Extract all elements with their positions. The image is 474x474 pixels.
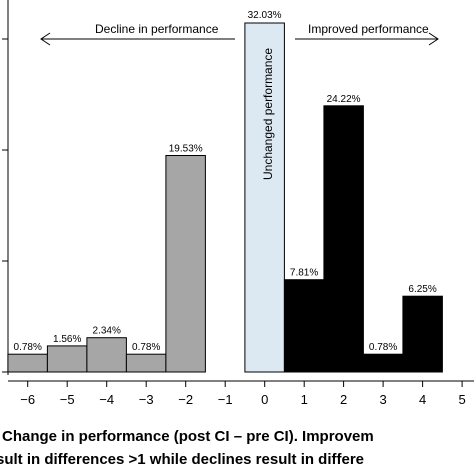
bar-value-label: 0.78% <box>369 342 397 353</box>
improved-arrow <box>295 32 439 46</box>
bar-value-label: 7.81% <box>290 268 318 279</box>
bar-value-label: 24.22% <box>327 94 361 105</box>
x-tick-label: 0 <box>261 392 268 407</box>
x-tick-label: 3 <box>379 392 386 407</box>
bar-value-label: 6.25% <box>408 284 436 295</box>
bar-value-label: 19.53% <box>169 144 203 155</box>
x-ticks-group: −6 −5 −4 −3 −2 −1 0 1 2 3 4 5 <box>20 381 466 407</box>
bar-value-label: 1.56% <box>53 334 81 345</box>
x-axis-title-line-2: sult in differences >1 while declines re… <box>0 451 364 468</box>
bar-labels-group: 0.78% 1.56% 2.34% 0.78% 19.53% 32.03% 7.81% 24.… <box>14 10 437 353</box>
bar-decline <box>165 155 206 373</box>
x-tick-label: 2 <box>340 392 347 407</box>
bar-decline <box>46 345 88 373</box>
x-tick-label: 1 <box>301 392 308 407</box>
bar-unchanged <box>244 22 285 373</box>
bar-value-label: 0.78% <box>14 342 42 353</box>
bars-group <box>7 22 443 373</box>
bar-improved <box>402 295 443 373</box>
x-tick-label: −6 <box>20 392 35 407</box>
x-tick-label: −1 <box>218 392 233 407</box>
x-tick-label: −3 <box>139 392 154 407</box>
bar-value-label: 32.03% <box>248 10 282 21</box>
x-tick-label: 5 <box>458 392 465 407</box>
bar-value-label: 2.34% <box>93 326 121 337</box>
bar-improved <box>323 105 364 373</box>
bar-value-label: 0.78% <box>132 342 160 353</box>
x-axis-title-line-1: Change in performance (post CI – pre CI)… <box>2 428 374 445</box>
x-tick-label: −4 <box>99 392 114 407</box>
unchanged-annotation: Unchanged performance <box>261 48 275 180</box>
bar-decline <box>125 353 167 373</box>
x-tick-label: 4 <box>419 392 426 407</box>
bar-improved <box>283 279 325 373</box>
bar-improved <box>362 353 404 373</box>
improved-annotation: Improved performance <box>308 22 429 36</box>
decline-annotation: Decline in performance <box>95 22 219 36</box>
bar-decline <box>7 353 48 373</box>
bar-decline <box>86 337 127 373</box>
x-tick-label: −2 <box>178 392 193 407</box>
x-tick-label: −5 <box>60 392 75 407</box>
decline-arrow <box>40 32 235 46</box>
